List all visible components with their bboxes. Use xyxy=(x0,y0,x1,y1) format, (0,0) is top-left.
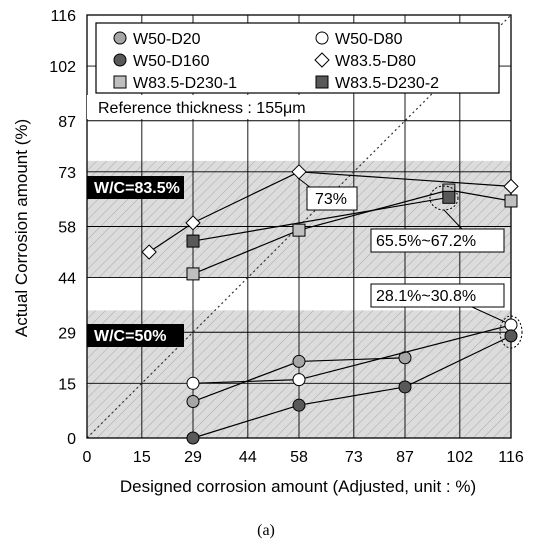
legend-marker xyxy=(113,75,127,89)
series-w50-d160 xyxy=(186,329,518,445)
data-point-w50-d160 xyxy=(504,329,518,343)
data-point-w50-d80 xyxy=(292,373,306,387)
y-tick-label: 87 xyxy=(58,114,76,131)
legend-item-w83-5-d230-2: W83.5-D230-2 xyxy=(315,75,439,92)
y-tick-label: 73 xyxy=(58,165,76,182)
data-point-w50-d80 xyxy=(504,318,518,332)
x-tick-label: 102 xyxy=(446,449,473,466)
band-label-wc-50: W/C=50% xyxy=(87,324,184,347)
y-tick-label: 15 xyxy=(58,376,76,393)
data-point-w50-d160 xyxy=(398,380,412,394)
plot-area-frame xyxy=(86,14,512,439)
reference-note: Reference thickness : 155μm xyxy=(98,100,306,117)
data-point-w83-5-d230-1 xyxy=(504,194,518,208)
data-point-w83-5-d230-1 xyxy=(186,267,200,281)
series-w50-d20 xyxy=(186,351,412,409)
reference-note-box xyxy=(87,95,346,119)
x-tick-label: 44 xyxy=(239,449,257,466)
annotation-28-30: 28.1%~30.8% xyxy=(370,283,523,349)
y-axis-title: Actual Corrosion amount (%) xyxy=(12,119,31,337)
legend-marker xyxy=(314,52,330,68)
data-point-w50-d20 xyxy=(186,395,200,409)
panel-label: (a) xyxy=(257,522,275,539)
svg-text:W/C=83.5%: W/C=83.5% xyxy=(94,180,180,197)
series-w83-5-d230-2 xyxy=(186,190,456,248)
legend-box xyxy=(95,22,500,94)
legend-label: W50-D80 xyxy=(335,31,403,48)
y-tick-label: 102 xyxy=(49,59,76,76)
svg-text:28.1%~30.8%: 28.1%~30.8% xyxy=(376,288,476,305)
x-tick-label: 15 xyxy=(133,449,151,466)
x-tick-label: 116 xyxy=(498,449,524,466)
series-w50-d80 xyxy=(186,318,518,390)
legend-marker xyxy=(113,53,127,67)
legend-item-w83-5-d80: W83.5-D80 xyxy=(314,52,416,70)
legend-marker xyxy=(315,75,329,89)
y-tick-label: 0 xyxy=(67,431,76,448)
x-tick-label: 87 xyxy=(396,449,414,466)
data-point-w83-5-d80 xyxy=(185,215,201,231)
y-tick-label: 116 xyxy=(50,8,76,25)
x-tick-label: 58 xyxy=(290,449,308,466)
legend-item-w50-d160: W50-D160 xyxy=(113,53,210,70)
legend-label: W50-D20 xyxy=(133,31,201,48)
series-line-w50-d160 xyxy=(192,335,512,439)
x-tick-label: 0 xyxy=(83,449,92,466)
legend-marker xyxy=(315,31,329,45)
x-tick-label: 73 xyxy=(345,449,363,466)
legend-label: W83.5-D230-1 xyxy=(133,75,237,92)
x-tick-label: 29 xyxy=(184,449,202,466)
data-point-w83-5-d80 xyxy=(503,178,519,195)
annotation-65-67: 65.5%~67.2% xyxy=(370,185,505,253)
data-point-w83-5-d230-1 xyxy=(292,223,306,237)
y-tick-label: 58 xyxy=(58,220,76,237)
annotation-73: 73% xyxy=(297,177,358,211)
data-point-w50-d160 xyxy=(186,431,200,445)
legend-marker xyxy=(113,31,127,45)
x-axis-title: Designed corrosion amount (Adjusted, uni… xyxy=(120,477,476,496)
legend-label: W83.5-D230-2 xyxy=(335,75,439,92)
legend-item-w50-d20: W50-D20 xyxy=(113,31,201,48)
legend-item-w83-5-d230-1: W83.5-D230-1 xyxy=(113,75,237,92)
y-tick-label: 29 xyxy=(58,325,76,342)
legend-label: W50-D160 xyxy=(133,53,210,70)
data-point-w50-d80 xyxy=(186,376,200,390)
y-tick-label: 44 xyxy=(58,271,76,288)
svg-text:73%: 73% xyxy=(315,191,347,208)
svg-text:W/C=50%: W/C=50% xyxy=(94,328,166,345)
legend-label: W83.5-D80 xyxy=(335,53,416,70)
data-point-w50-d20 xyxy=(292,354,306,368)
series-line-w83-5-d80 xyxy=(148,171,512,253)
svg-text:65.5%~67.2%: 65.5%~67.2% xyxy=(376,233,476,250)
data-point-w83-5-d230-2 xyxy=(186,234,200,248)
data-point-w50-d160 xyxy=(292,398,306,412)
series-w83-5-d80 xyxy=(141,164,519,260)
legend-item-w50-d80: W50-D80 xyxy=(315,31,403,48)
data-point-w83-5-d80 xyxy=(141,244,157,260)
series-line-w83-5-d230-2 xyxy=(192,196,449,242)
band-label-wc-83-5: W/C=83.5% xyxy=(87,176,184,199)
data-point-w83-5-d230-2 xyxy=(442,190,456,204)
